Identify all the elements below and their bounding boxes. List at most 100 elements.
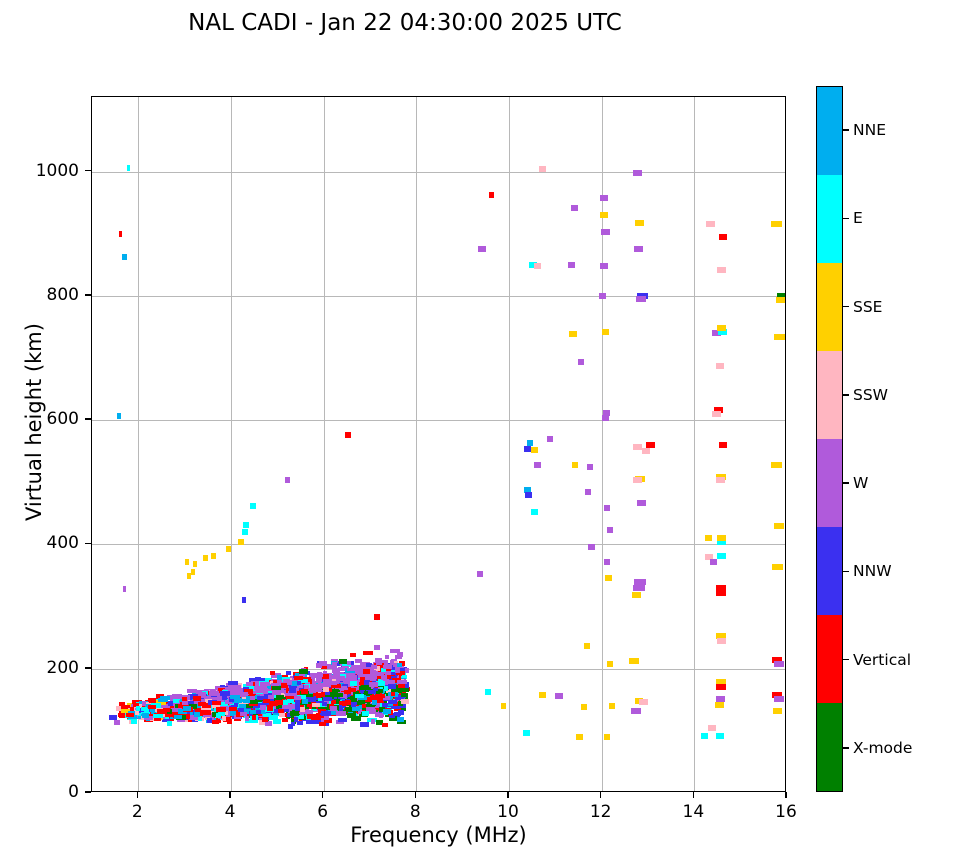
- echo-mark: [360, 685, 371, 691]
- echo-mark: [399, 660, 406, 666]
- echo-mark: [264, 720, 272, 726]
- echo-mark: [212, 704, 221, 709]
- echo-mark: [316, 702, 326, 707]
- echo-mark: [212, 719, 220, 724]
- echo-mark: [335, 707, 340, 712]
- echo-mark: [191, 569, 195, 576]
- echo-mark: [288, 688, 296, 694]
- echo-mark: [606, 526, 614, 533]
- echo-mark: [386, 675, 395, 680]
- echo-mark: [777, 292, 785, 299]
- echo-mark: [374, 666, 381, 672]
- echo-mark: [395, 665, 404, 671]
- x-tick-mark: [136, 792, 139, 798]
- echo-mark: [388, 716, 397, 722]
- echo-mark: [256, 709, 262, 714]
- echo-mark: [398, 651, 404, 657]
- y-tick-label: 600: [46, 409, 79, 430]
- echo-mark: [188, 715, 199, 721]
- echo-mark: [230, 694, 241, 699]
- y-tick-mark: [85, 418, 91, 420]
- echo-mark: [151, 710, 159, 715]
- echo-mark: [285, 671, 291, 676]
- echo-mark: [326, 700, 333, 705]
- echo-mark: [398, 687, 409, 692]
- echo-mark: [122, 254, 127, 261]
- echo-mark: [239, 704, 247, 710]
- echo-mark: [351, 706, 360, 711]
- echo-mark: [389, 649, 400, 654]
- echo-mark: [188, 703, 197, 709]
- plot-area: [92, 97, 785, 791]
- echo-mark: [399, 672, 407, 677]
- x-tick-label: 12: [589, 802, 612, 822]
- echo-mark: [282, 718, 288, 723]
- echo-mark: [331, 699, 337, 704]
- echo-mark: [328, 689, 336, 694]
- echo-mark: [716, 633, 727, 640]
- echo-mark: [242, 708, 251, 714]
- x-tick-mark: [507, 792, 509, 798]
- echo-mark: [373, 687, 379, 692]
- echo-mark: [394, 715, 400, 721]
- echo-mark: [601, 414, 610, 421]
- echo-mark: [603, 734, 611, 741]
- echo-mark: [338, 686, 347, 691]
- echo-mark: [384, 671, 391, 677]
- gridline-horizontal: [92, 420, 785, 422]
- colorbar-label-nne: NNE: [853, 121, 886, 140]
- echo-mark: [321, 711, 332, 717]
- echo-mark: [278, 699, 288, 705]
- echo-mark: [238, 708, 245, 713]
- echo-mark: [372, 673, 380, 678]
- echo-mark: [181, 697, 187, 702]
- echo-mark: [198, 711, 204, 716]
- echo-mark: [273, 719, 282, 725]
- echo-mark: [250, 681, 260, 687]
- echo-mark: [350, 664, 361, 669]
- echo-mark: [773, 695, 784, 702]
- echo-mark: [363, 650, 374, 655]
- echo-mark: [339, 659, 348, 665]
- echo-mark: [318, 721, 326, 726]
- echo-mark: [287, 712, 292, 717]
- echo-mark: [386, 680, 396, 686]
- echo-mark: [321, 674, 329, 680]
- echo-mark: [632, 584, 645, 591]
- echo-mark: [156, 709, 167, 715]
- echo-mark: [271, 672, 282, 678]
- echo-mark: [365, 673, 373, 679]
- echo-mark: [600, 194, 608, 201]
- echo-mark: [381, 674, 388, 680]
- echo-mark: [148, 705, 157, 710]
- echo-mark: [273, 679, 278, 685]
- echo-mark: [391, 691, 396, 696]
- echo-mark: [239, 691, 248, 697]
- echo-mark: [580, 704, 588, 711]
- echo-mark: [382, 695, 390, 700]
- colorbar-segment-nnw: [817, 527, 842, 615]
- echo-mark: [226, 711, 231, 717]
- colorbar-label-e: E: [853, 209, 863, 228]
- echo-mark: [293, 689, 304, 695]
- echo-mark: [241, 694, 247, 700]
- echo-mark: [396, 674, 407, 679]
- gridline-vertical: [323, 97, 325, 791]
- echo-mark: [306, 697, 317, 703]
- echo-mark: [263, 693, 273, 699]
- echo-mark: [203, 555, 208, 562]
- colorbar-label-nnw: NNW: [853, 562, 892, 581]
- echo-mark: [275, 703, 282, 708]
- echo-mark: [183, 713, 191, 719]
- echo-mark: [239, 712, 247, 717]
- echo-mark: [287, 680, 293, 685]
- echo-mark: [131, 718, 138, 724]
- echo-mark: [634, 246, 644, 253]
- echo-mark: [586, 463, 594, 470]
- echo-mark: [378, 660, 388, 666]
- echo-mark: [122, 586, 126, 593]
- echo-mark: [117, 413, 121, 420]
- echo-mark: [329, 705, 337, 711]
- echo-mark: [629, 658, 639, 665]
- y-tick-label: 1000: [35, 160, 79, 181]
